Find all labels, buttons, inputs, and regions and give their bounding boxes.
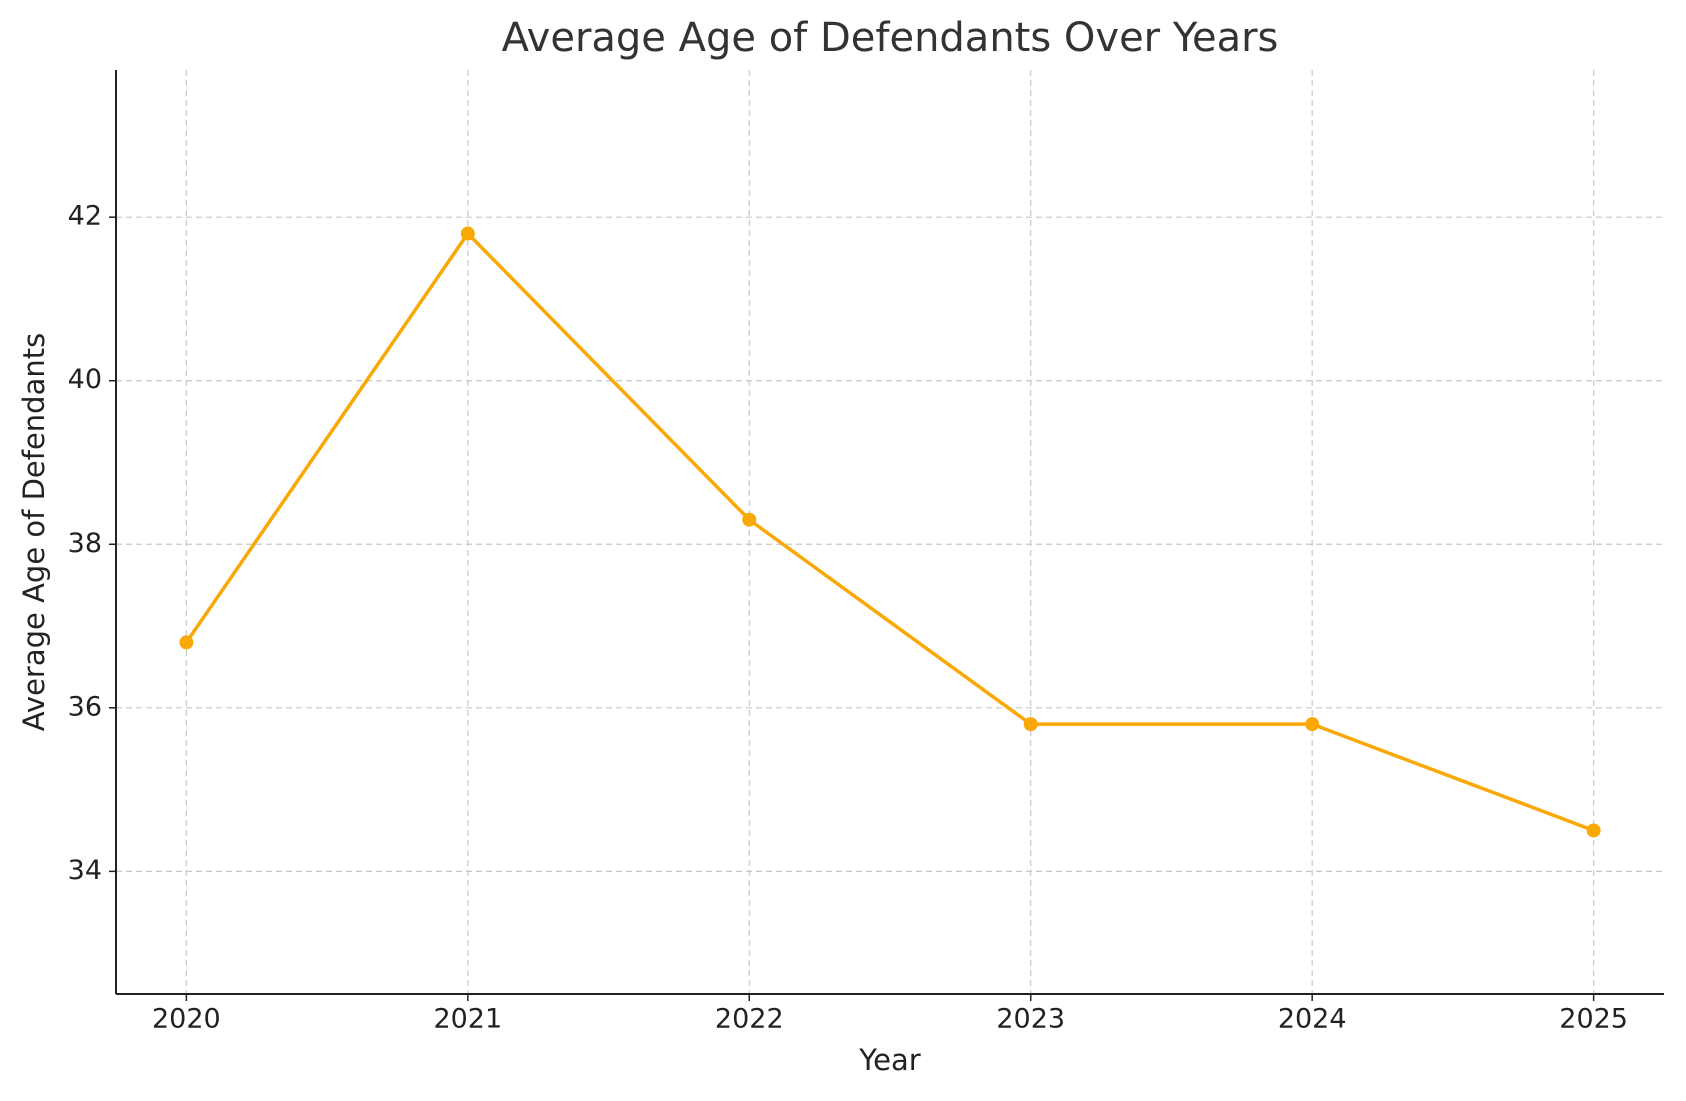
x-axis-label: Year bbox=[858, 1043, 920, 1077]
point bbox=[179, 635, 194, 650]
x-tick-label: 2021 bbox=[433, 1004, 502, 1035]
chart-title: Average Age of Defendants Over Years bbox=[502, 15, 1279, 61]
point bbox=[460, 226, 475, 241]
y-tick-label: 38 bbox=[68, 528, 102, 559]
point bbox=[742, 512, 757, 527]
point bbox=[1023, 717, 1038, 732]
x-tick-label: 2025 bbox=[1559, 1004, 1628, 1035]
x-tick-label: 2020 bbox=[152, 1004, 221, 1035]
point bbox=[1586, 823, 1601, 838]
y-tick-label: 42 bbox=[68, 201, 102, 232]
y-axis-label: Average Age of Defendants bbox=[17, 333, 51, 731]
x-tick-label: 2024 bbox=[1278, 1004, 1347, 1035]
y-tick-label: 34 bbox=[68, 855, 102, 886]
y-tick-label: 40 bbox=[68, 364, 102, 395]
x-tick-label: 2023 bbox=[996, 1004, 1065, 1035]
y-tick-label: 36 bbox=[68, 691, 102, 722]
x-tick-label: 2022 bbox=[715, 1004, 784, 1035]
line bbox=[184, 230, 1595, 833]
point bbox=[1305, 717, 1320, 732]
